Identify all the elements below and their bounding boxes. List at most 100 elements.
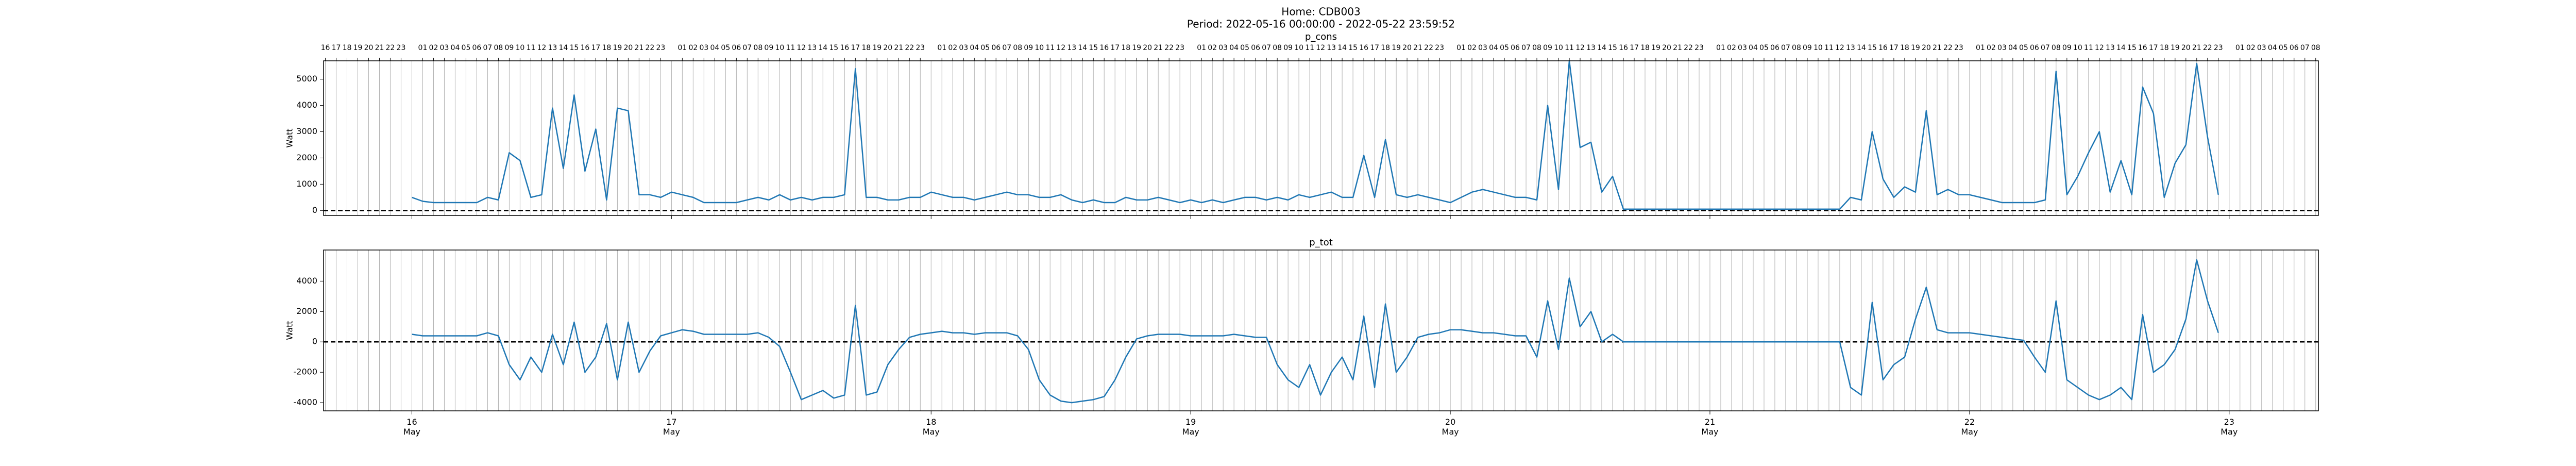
x2-tick-label: 12 xyxy=(1575,44,1585,52)
y-tick-label: 2000 xyxy=(296,306,317,316)
y-tick-label: 5000 xyxy=(296,74,317,84)
x2-tick-label: 19 xyxy=(1132,44,1141,52)
x2-tick-label: 11 xyxy=(2084,44,2093,52)
x-tick-label: 22 May xyxy=(1961,417,1978,437)
x2-tick-label: 17 xyxy=(1889,44,1899,52)
x2-tick-label: 16 xyxy=(1359,44,1368,52)
x2-tick-label: 22 xyxy=(1943,44,1953,52)
x2-tick-label: 20 xyxy=(1402,44,1412,52)
x2-tick-label: 15 xyxy=(1608,44,1617,52)
y-axis-label: Watt xyxy=(285,321,295,340)
x2-tick-label: 21 xyxy=(1154,44,1163,52)
x2-tick-label: 18 xyxy=(602,44,611,52)
x2-tick-label: 18 xyxy=(861,44,871,52)
x2-tick-label: 13 xyxy=(1846,44,1855,52)
x2-tick-label: 03 xyxy=(959,44,968,52)
x2-tick-label: 04 xyxy=(1489,44,1498,52)
x2-tick-label: 09 xyxy=(1283,44,1293,52)
x2-tick-label: 10 xyxy=(516,44,525,52)
subplot-title: p_tot xyxy=(1309,237,1333,248)
x2-tick-label: 02 xyxy=(948,44,957,52)
x2-tick-label: 03 xyxy=(1738,44,1747,52)
x2-tick-label: 13 xyxy=(548,44,557,52)
x2-tick-label: 23 xyxy=(1954,44,1963,52)
data-line xyxy=(412,259,2219,404)
x2-tick-label: 04 xyxy=(970,44,979,52)
x2-tick-label: 23 xyxy=(1175,44,1184,52)
x2-tick-label: 15 xyxy=(1089,44,1098,52)
x2-tick-label: 04 xyxy=(1749,44,1758,52)
x-tick-label: 19 May xyxy=(1182,417,1199,437)
x2-tick-label: 19 xyxy=(1392,44,1401,52)
x2-tick-label: 21 xyxy=(634,44,643,52)
x2-tick-label: 10 xyxy=(775,44,784,52)
x2-tick-label: 08 xyxy=(1273,44,1282,52)
x2-tick-label: 21 xyxy=(1933,44,1942,52)
x2-tick-label: 11 xyxy=(1045,44,1055,52)
x2-tick-label: 03 xyxy=(1997,44,2007,52)
x2-tick-label: 06 xyxy=(1770,44,1780,52)
x2-tick-label: 03 xyxy=(440,44,449,52)
x2-tick-label: 08 xyxy=(753,44,762,52)
x2-tick-label: 15 xyxy=(1868,44,1877,52)
x2-tick-label: 15 xyxy=(2127,44,2137,52)
x2-tick-label: 19 xyxy=(1651,44,1660,52)
x2-tick-label: 04 xyxy=(1229,44,1239,52)
y-tick-label: -4000 xyxy=(294,397,318,407)
x2-tick-label: 18 xyxy=(2160,44,2169,52)
x2-tick-label: 16 xyxy=(2138,44,2147,52)
x2-tick-label: 11 xyxy=(527,44,536,52)
x2-tick-label: 19 xyxy=(353,44,363,52)
x2-tick-label: 02 xyxy=(429,44,438,52)
x2-tick-label: 11 xyxy=(1305,44,1314,52)
x2-tick-label: 08 xyxy=(2311,44,2320,52)
x2-tick-label: 04 xyxy=(2268,44,2277,52)
x-tick-label: 16 May xyxy=(403,417,420,437)
x2-tick-label: 17 xyxy=(2149,44,2158,52)
x2-tick-label: 21 xyxy=(1673,44,1682,52)
x2-tick-label: 01 xyxy=(418,44,428,52)
x2-tick-label: 05 xyxy=(980,44,990,52)
x2-tick-label: 13 xyxy=(1586,44,1596,52)
x2-tick-label: 13 xyxy=(2106,44,2115,52)
x2-tick-label: 05 xyxy=(2019,44,2028,52)
x2-tick-label: 23 xyxy=(916,44,925,52)
x2-tick-label: 20 xyxy=(364,44,374,52)
x2-tick-label: 15 xyxy=(829,44,838,52)
x2-tick-label: 14 xyxy=(1078,44,1087,52)
x2-tick-label: 23 xyxy=(1435,44,1444,52)
x2-tick-label: 14 xyxy=(1337,44,1347,52)
x-tick-label: 20 May xyxy=(1442,417,1459,437)
x2-tick-label: 04 xyxy=(451,44,460,52)
x2-tick-label: 06 xyxy=(732,44,741,52)
subplot-title: p_cons xyxy=(1305,31,1337,42)
x2-tick-label: 10 xyxy=(1294,44,1303,52)
x-tick-label: 23 May xyxy=(2221,417,2238,437)
x2-tick-label: 07 xyxy=(742,44,752,52)
x2-tick-label: 16 xyxy=(580,44,589,52)
y-tick-label: 2000 xyxy=(296,153,317,162)
x-tick-label: 18 May xyxy=(922,417,940,437)
x2-tick-label: 17 xyxy=(1630,44,1639,52)
x2-tick-label: 14 xyxy=(1857,44,1866,52)
plot-frame xyxy=(323,249,2319,411)
x2-tick-label: 05 xyxy=(721,44,730,52)
x2-tick-label: 13 xyxy=(1327,44,1336,52)
x2-tick-label: 06 xyxy=(991,44,1001,52)
x2-tick-label: 16 xyxy=(321,44,330,52)
y-tick-label: 0 xyxy=(312,337,317,346)
x2-tick-label: 22 xyxy=(2203,44,2212,52)
x2-tick-label: 18 xyxy=(1640,44,1650,52)
x2-tick-label: 02 xyxy=(1987,44,1996,52)
x2-tick-label: 20 xyxy=(883,44,892,52)
x2-tick-label: 07 xyxy=(2300,44,2310,52)
x2-tick-label: 14 xyxy=(2116,44,2126,52)
x2-tick-label: 08 xyxy=(1013,44,1022,52)
x2-tick-label: 07 xyxy=(1781,44,1790,52)
y-tick-label: 4000 xyxy=(296,276,317,286)
x2-tick-label: 18 xyxy=(343,44,352,52)
x2-tick-label: 01 xyxy=(1716,44,1725,52)
x2-tick-label: 08 xyxy=(494,44,503,52)
